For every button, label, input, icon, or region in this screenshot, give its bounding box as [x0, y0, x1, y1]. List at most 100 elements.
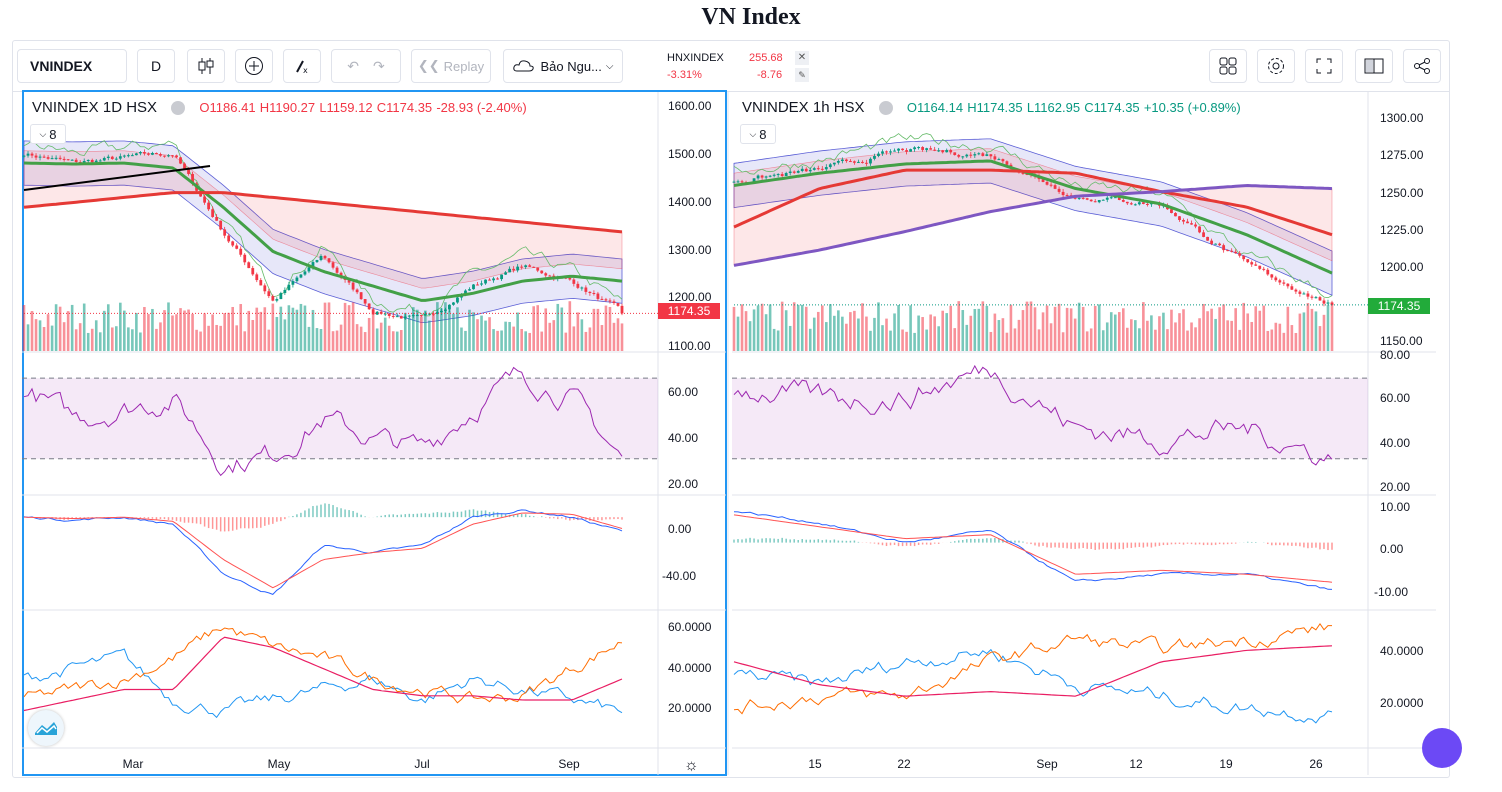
brand-logo[interactable] [28, 710, 64, 746]
symbol-search-button[interactable]: VNINDEX [17, 49, 127, 83]
volume-bar [203, 313, 206, 351]
volume-bar [528, 332, 531, 351]
collapse-indicators-button[interactable]: ⌵ 8 [740, 124, 776, 144]
volume-bar [1242, 302, 1246, 351]
interval-button[interactable]: D [137, 49, 175, 83]
candle-body [371, 309, 375, 315]
split-view-button[interactable] [1355, 49, 1393, 83]
close-icon[interactable]: ✕ [795, 51, 809, 65]
volume-bar [985, 305, 989, 351]
layout-button[interactable] [1209, 49, 1247, 83]
candle-body [363, 299, 367, 304]
volume-bar [363, 332, 367, 351]
candle-body [897, 148, 900, 151]
fullscreen-button[interactable] [1305, 49, 1343, 83]
legend-exchange: HSX [833, 99, 865, 116]
candle-type-button[interactable] [187, 49, 225, 83]
plus-di-line [733, 648, 1333, 724]
active-pane-border [22, 90, 727, 776]
candle-body [395, 316, 399, 318]
gear-icon[interactable]: ☼ [684, 757, 699, 774]
edit-icon[interactable]: ✎ [795, 68, 809, 82]
volume-bar [540, 331, 544, 351]
volume-bar [46, 314, 50, 351]
share-button[interactable] [1403, 49, 1441, 83]
volume-bar [403, 312, 407, 351]
legend-interval: 1h [812, 99, 830, 116]
volume-bar [1146, 320, 1149, 351]
alert-button[interactable]: x [283, 49, 321, 83]
settings-button[interactable] [1257, 49, 1295, 83]
volume-bar [70, 304, 74, 351]
volume-bar [977, 308, 981, 351]
volume-bar [1278, 323, 1282, 351]
candle-body [231, 241, 235, 246]
macd-signal-line [733, 514, 1333, 583]
volume-bar [1262, 305, 1266, 351]
volume-bar [1053, 306, 1057, 351]
volume-bar [78, 323, 82, 351]
volume-bar [1154, 329, 1157, 351]
dot-menu-icon[interactable] [171, 101, 186, 116]
candle-body [183, 163, 186, 169]
candle-body [772, 174, 776, 176]
candle-body [909, 149, 912, 152]
axis-tick: -40.00 [662, 569, 697, 583]
dot-menu-icon[interactable] [878, 101, 893, 116]
candle-body [572, 279, 576, 284]
compare-symbol-panel[interactable]: HNXINDEX 255.68 -3.31% -8.76 ✕ ✎ [661, 49, 809, 85]
collapse-indicators-button[interactable]: ⌵ 8 [30, 124, 66, 144]
candle-body [901, 148, 904, 151]
fullscreen-icon [1316, 58, 1332, 74]
replay-button[interactable]: ❮❮ Replay [411, 49, 491, 83]
volume-bar [1274, 322, 1278, 351]
candle-body [1250, 262, 1254, 265]
candle-body [873, 156, 876, 159]
candle-body [187, 168, 190, 174]
volume-bar [1126, 327, 1129, 351]
minus-di-line [23, 627, 623, 704]
volume-bar [271, 303, 275, 351]
volume-bar [424, 310, 427, 351]
candle-body [1049, 184, 1053, 186]
volume-bar [223, 313, 226, 351]
indicators-button[interactable] [235, 49, 273, 83]
volume-bar [897, 304, 900, 351]
candle-body [1210, 240, 1213, 244]
compare-percent: -3.31% [667, 69, 702, 81]
moving-average-line [733, 183, 1333, 267]
volume-bar [1330, 302, 1334, 351]
candle-body [840, 159, 844, 162]
volume-bar [532, 306, 536, 351]
theme-dropdown[interactable]: Bảo Ngu... ⌵ [503, 49, 623, 83]
candle-body [600, 298, 604, 300]
candle-body [893, 150, 896, 152]
indicator-count: 8 [49, 126, 57, 142]
volume-bar [488, 317, 491, 351]
volume-bar [740, 304, 744, 351]
candle-body [616, 303, 620, 306]
candle-body [1145, 203, 1149, 205]
candle-body [1125, 201, 1129, 204]
candle-body [596, 293, 600, 299]
candle-body [171, 155, 174, 157]
redo-icon[interactable]: ↷ [373, 57, 385, 74]
volume-bar [255, 307, 259, 351]
volume-bar [1065, 307, 1069, 351]
volume-bar [993, 313, 997, 351]
volume-bar [837, 310, 840, 351]
chat-bubble-button[interactable] [1422, 728, 1462, 768]
candle-body [423, 313, 427, 316]
volume-bar [1170, 309, 1173, 351]
volume-bar [1270, 329, 1274, 351]
axis-tick: 40.0000 [668, 661, 712, 675]
axis-tick: 1300.00 [668, 243, 712, 257]
time-tick: Mar [122, 757, 144, 771]
undo-icon[interactable]: ↶ [347, 57, 359, 74]
candle-body [1194, 224, 1197, 227]
candle-body [191, 173, 194, 184]
volume-bar [736, 316, 740, 351]
legend-exchange: HSX [126, 99, 158, 116]
candle-body [444, 309, 447, 311]
